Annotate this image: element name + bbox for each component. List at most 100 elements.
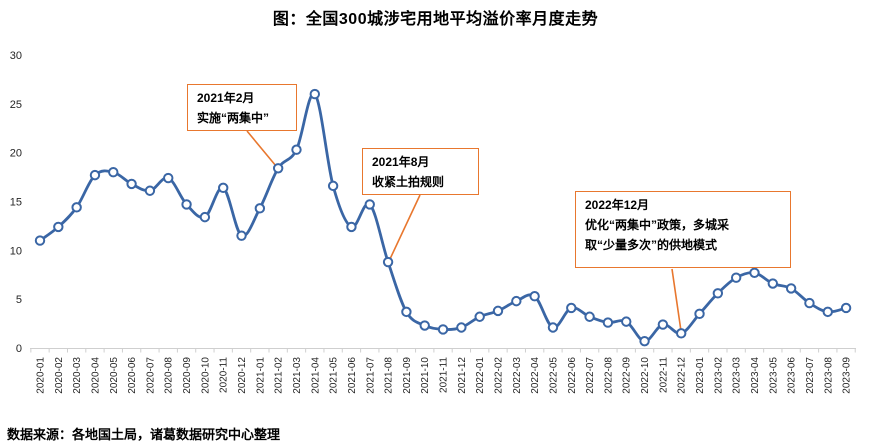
- data-point: [163, 172, 174, 184]
- data-point: [712, 288, 724, 299]
- data-point: [730, 272, 742, 283]
- x-axis-label: 2020-03: [72, 357, 83, 394]
- x-axis-label: 2020-02: [54, 357, 65, 394]
- annotation-connector: [389, 194, 421, 260]
- x-axis-label: 2021-07: [365, 357, 376, 394]
- x-axis-label: 2020-11: [219, 357, 230, 393]
- x-axis-label: 2021-02: [274, 357, 285, 394]
- x-axis-label: 2022-03: [512, 357, 523, 394]
- x-axis-label: 2023-07: [805, 357, 816, 394]
- x-axis-label: 2023-01: [695, 357, 706, 394]
- x-axis-label: 2022-10: [640, 357, 651, 394]
- data-point: [34, 235, 46, 246]
- x-axis-label: 2021-09: [402, 357, 413, 394]
- annotation-line: 取“少量多次”的供地模式: [585, 237, 718, 252]
- x-axis-label: 2022-09: [622, 357, 633, 394]
- data-point: [199, 211, 211, 223]
- annotation-connector: [671, 268, 682, 332]
- data-point: [309, 88, 320, 100]
- x-axis-label: 2020-05: [109, 357, 120, 394]
- x-axis-label: 2021-05: [329, 357, 340, 394]
- data-point: [676, 328, 687, 339]
- data-point: [547, 322, 559, 333]
- x-axis-label: 2021-06: [347, 357, 358, 394]
- x-axis-label: 2022-08: [603, 357, 614, 394]
- x-axis-label: 2020-09: [182, 357, 193, 394]
- annotation-line: 2022年12月: [585, 198, 650, 212]
- x-axis-label: 2021-03: [292, 357, 303, 394]
- y-axis-label: 5: [16, 294, 22, 306]
- data-point: [840, 302, 852, 314]
- data-point: [749, 267, 760, 278]
- data-point: [822, 306, 833, 318]
- data-point: [346, 221, 357, 233]
- x-axis-label: 2022-06: [567, 357, 578, 394]
- data-point: [437, 324, 449, 335]
- data-point: [291, 144, 302, 155]
- data-point: [584, 311, 595, 322]
- data-point: [382, 256, 394, 268]
- data-point: [785, 283, 797, 294]
- annotation-connector: [246, 130, 277, 167]
- data-point: [364, 199, 375, 210]
- x-axis-label: 2020-06: [127, 357, 138, 394]
- x-axis-label: 2020-04: [90, 357, 101, 394]
- data-point: [621, 316, 632, 327]
- annotation-line: 2021年8月: [372, 155, 430, 169]
- x-axis-label: 2023-05: [768, 357, 779, 394]
- x-axis-label: 2023-04: [750, 357, 761, 394]
- data-point: [236, 230, 247, 241]
- y-axis-label: 10: [10, 245, 22, 257]
- x-axis-label: 2022-12: [677, 357, 688, 394]
- x-axis-label: 2020-08: [164, 357, 175, 394]
- data-point: [218, 182, 229, 194]
- x-axis-label: 2023-08: [823, 357, 834, 394]
- x-axis-label: 2020-01: [36, 357, 47, 394]
- x-axis-label: 2021-01: [255, 357, 266, 394]
- data-point: [456, 322, 467, 333]
- annotation-2022-12: 2022年12月 优化“两集中”政策，多城采 取“少量多次”的供地模式: [575, 191, 791, 268]
- x-axis-label: 2022-05: [548, 357, 559, 394]
- chart-title: 图：全国300城涉宅用地平均溢价率月度走势: [272, 11, 599, 28]
- y-axis-label: 25: [10, 99, 22, 111]
- x-axis-label: 2021-12: [457, 357, 468, 394]
- data-point: [419, 320, 430, 331]
- x-axis-label: 2020-12: [237, 357, 248, 394]
- x-axis-label: 2021-11: [439, 357, 450, 393]
- data-point: [492, 305, 504, 317]
- data-point: [254, 203, 266, 214]
- data-point: [126, 178, 137, 190]
- y-axis-label: 15: [10, 197, 22, 209]
- data-point: [566, 302, 577, 314]
- x-axis-label: 2020-07: [145, 357, 156, 394]
- annotation-2021-02: 2021年2月 实施“两集中”: [187, 84, 297, 131]
- y-axis-label: 30: [10, 50, 22, 62]
- y-axis-label: 0: [16, 343, 22, 355]
- data-point: [181, 199, 192, 210]
- x-axis-label: 2021-04: [310, 357, 321, 394]
- data-point: [694, 308, 705, 320]
- annotation-2021-08: 2021年8月 收紧土拍规则: [362, 148, 479, 195]
- data-point: [657, 319, 669, 330]
- x-axis-label: 2020-10: [200, 357, 211, 394]
- annotation-line: 优化“两集中”政策，多城采: [585, 217, 730, 232]
- x-axis-label: 2022-01: [475, 357, 486, 394]
- data-point: [89, 169, 101, 181]
- x-axis-label: 2022-04: [530, 357, 541, 394]
- data-point: [71, 202, 82, 213]
- data-point: [108, 167, 119, 178]
- data-point: [474, 311, 485, 322]
- y-axis-label: 20: [10, 148, 22, 160]
- x-axis-label: 2023-02: [713, 357, 724, 394]
- x-axis-label: 2022-07: [585, 357, 596, 394]
- data-point: [144, 185, 156, 196]
- annotation-line: 2021年2月: [197, 91, 255, 105]
- x-axis-label: 2021-10: [420, 357, 431, 394]
- x-axis-label: 2023-06: [787, 357, 798, 394]
- data-point: [511, 295, 522, 307]
- data-point: [53, 221, 64, 233]
- x-axis-label: 2022-11: [658, 357, 669, 393]
- data-point: [602, 317, 614, 328]
- data-point: [639, 335, 650, 347]
